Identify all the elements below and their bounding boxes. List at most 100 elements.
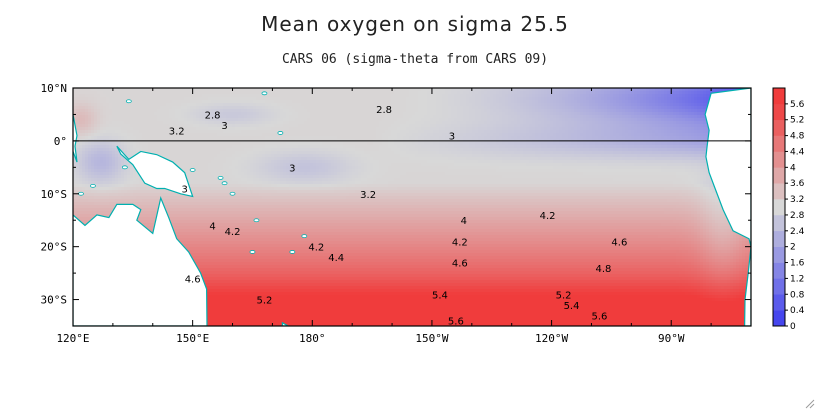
field-cell	[121, 130, 125, 134]
field-cell	[649, 121, 653, 125]
field-cell	[214, 130, 218, 134]
field-cell	[298, 109, 302, 113]
field-cell	[241, 130, 245, 134]
field-cell	[430, 97, 434, 101]
field-cell	[604, 115, 608, 119]
field-cell	[487, 142, 491, 146]
field-cell	[178, 91, 182, 95]
field-cell	[526, 115, 530, 119]
field-cell	[274, 133, 278, 137]
field-cell	[535, 130, 539, 134]
field-cell	[454, 118, 458, 122]
field-cell	[343, 142, 347, 146]
field-cell	[145, 136, 149, 140]
field-cell	[286, 133, 290, 137]
field-cell	[100, 124, 104, 128]
field-cell	[700, 130, 704, 134]
field-cell	[538, 148, 542, 152]
field-cell	[499, 88, 503, 92]
field-cell	[133, 112, 137, 116]
field-cell	[445, 103, 449, 107]
field-cell	[106, 109, 110, 113]
field-cell	[169, 103, 173, 107]
field-cell	[646, 124, 650, 128]
field-cell	[694, 88, 698, 92]
field-cell	[454, 103, 458, 107]
field-cell	[475, 109, 479, 113]
field-cell	[481, 103, 485, 107]
field-cell	[358, 94, 362, 98]
field-cell	[160, 94, 164, 98]
field-cell	[523, 130, 527, 134]
field-cell	[160, 145, 164, 149]
field-cell	[691, 94, 695, 98]
field-cell	[484, 127, 488, 131]
field-cell	[250, 94, 254, 98]
field-cell	[127, 115, 131, 119]
field-cell	[412, 115, 416, 119]
field-cell	[235, 145, 239, 149]
field-cell	[145, 133, 149, 137]
field-cell	[427, 109, 431, 113]
field-cell	[436, 124, 440, 128]
field-cell	[649, 97, 653, 101]
field-cell	[115, 106, 119, 110]
field-cell	[202, 145, 206, 149]
field-cell	[271, 106, 275, 110]
field-cell	[250, 103, 254, 107]
field-cell	[454, 145, 458, 149]
field-cell	[190, 118, 194, 122]
field-cell	[331, 133, 335, 137]
field-cell	[241, 100, 245, 104]
field-cell	[274, 88, 278, 92]
field-cell	[379, 124, 383, 128]
field-cell	[457, 151, 461, 155]
field-cell	[379, 88, 383, 92]
field-cell	[439, 151, 443, 155]
field-cell	[397, 94, 401, 98]
field-cell	[211, 103, 215, 107]
field-cell	[436, 115, 440, 119]
field-cell	[643, 103, 647, 107]
field-cell	[646, 130, 650, 134]
field-cell	[178, 88, 182, 92]
field-cell	[679, 121, 683, 125]
field-cell	[577, 112, 581, 116]
field-cell	[124, 127, 128, 131]
field-cell	[622, 130, 626, 134]
field-cell	[142, 94, 146, 98]
field-cell	[703, 124, 707, 128]
field-cell	[148, 142, 152, 146]
field-cell	[571, 145, 575, 149]
field-cell	[544, 97, 548, 101]
field-cell	[316, 100, 320, 104]
field-cell	[106, 97, 110, 101]
field-cell	[268, 91, 272, 95]
field-cell	[637, 148, 641, 152]
field-cell	[481, 127, 485, 131]
field-cell	[115, 148, 119, 152]
field-cell	[283, 121, 287, 125]
field-cell	[559, 124, 563, 128]
field-cell	[463, 148, 467, 152]
field-cell	[595, 94, 599, 98]
field-cell	[406, 100, 410, 104]
field-cell	[433, 142, 437, 146]
field-cell	[292, 136, 296, 140]
field-cell	[667, 142, 671, 146]
field-cell	[151, 142, 155, 146]
field-cell	[601, 100, 605, 104]
field-cell	[649, 148, 653, 152]
field-cell	[535, 136, 539, 140]
field-cell	[250, 136, 254, 140]
field-cell	[337, 91, 341, 95]
field-cell	[202, 94, 206, 98]
field-cell	[325, 103, 329, 107]
field-cell	[655, 121, 659, 125]
field-cell	[439, 133, 443, 137]
field-cell	[460, 103, 464, 107]
field-cell	[319, 118, 323, 122]
field-cell	[358, 145, 362, 149]
field-cell	[526, 127, 530, 131]
field-cell	[346, 133, 350, 137]
